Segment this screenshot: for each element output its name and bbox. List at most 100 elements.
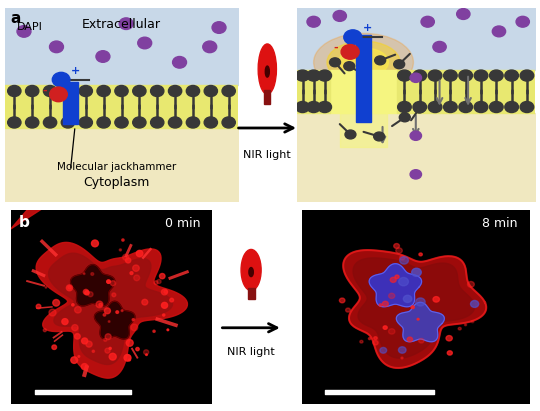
Circle shape — [61, 117, 75, 128]
Circle shape — [85, 291, 89, 295]
Circle shape — [122, 239, 124, 241]
Circle shape — [153, 330, 155, 332]
Circle shape — [43, 329, 46, 332]
Circle shape — [413, 70, 427, 81]
Circle shape — [136, 347, 139, 351]
Polygon shape — [36, 242, 187, 378]
Circle shape — [419, 253, 422, 256]
Text: DAPI: DAPI — [17, 22, 43, 32]
Circle shape — [203, 41, 217, 53]
Circle shape — [418, 338, 424, 343]
Circle shape — [186, 85, 200, 97]
Circle shape — [204, 85, 218, 97]
Bar — [247, 288, 255, 299]
Circle shape — [397, 70, 411, 81]
Text: +: + — [71, 66, 80, 76]
Circle shape — [83, 289, 89, 294]
Circle shape — [119, 18, 133, 30]
Circle shape — [516, 16, 529, 27]
Circle shape — [474, 70, 488, 81]
Circle shape — [146, 354, 147, 356]
Circle shape — [168, 117, 182, 128]
Ellipse shape — [314, 33, 414, 91]
Circle shape — [25, 85, 39, 97]
Circle shape — [109, 353, 116, 360]
Circle shape — [36, 304, 41, 309]
Circle shape — [43, 85, 57, 97]
Circle shape — [168, 85, 182, 97]
Circle shape — [329, 58, 341, 67]
Circle shape — [428, 70, 442, 81]
Circle shape — [99, 303, 102, 306]
Circle shape — [163, 314, 165, 316]
Circle shape — [490, 102, 503, 113]
Text: +: + — [363, 23, 372, 33]
Circle shape — [43, 117, 57, 128]
Circle shape — [142, 299, 148, 305]
Circle shape — [470, 300, 478, 307]
Circle shape — [138, 37, 152, 49]
Circle shape — [344, 62, 355, 71]
Circle shape — [161, 302, 167, 308]
Circle shape — [296, 70, 309, 81]
Circle shape — [307, 70, 320, 81]
Circle shape — [416, 298, 425, 306]
Circle shape — [78, 356, 80, 357]
Circle shape — [390, 277, 396, 282]
Circle shape — [520, 70, 534, 81]
Polygon shape — [396, 302, 444, 342]
Circle shape — [396, 248, 402, 254]
Circle shape — [96, 301, 103, 308]
Circle shape — [104, 308, 111, 314]
Circle shape — [400, 256, 404, 260]
Bar — [397, 70, 535, 113]
Bar — [5, 85, 238, 128]
Circle shape — [82, 364, 87, 370]
Circle shape — [91, 272, 94, 275]
Circle shape — [157, 279, 161, 284]
Circle shape — [433, 297, 440, 302]
Circle shape — [344, 30, 362, 44]
Circle shape — [25, 117, 39, 128]
Circle shape — [103, 314, 106, 316]
Text: NIR light: NIR light — [227, 347, 275, 357]
Circle shape — [52, 345, 57, 349]
Circle shape — [121, 310, 123, 312]
Circle shape — [72, 325, 78, 331]
Circle shape — [333, 11, 347, 21]
Circle shape — [52, 72, 70, 87]
Circle shape — [151, 85, 164, 97]
Circle shape — [410, 170, 422, 179]
Circle shape — [403, 295, 412, 302]
Text: Cytoplasm: Cytoplasm — [84, 175, 150, 189]
Circle shape — [459, 102, 472, 113]
Circle shape — [474, 102, 488, 113]
Circle shape — [49, 309, 56, 316]
Circle shape — [464, 324, 467, 326]
Circle shape — [394, 244, 400, 248]
Text: Extracellular: Extracellular — [82, 18, 161, 31]
Circle shape — [457, 9, 470, 19]
Circle shape — [443, 70, 457, 81]
Circle shape — [8, 117, 21, 128]
Circle shape — [360, 340, 363, 343]
Circle shape — [401, 357, 403, 359]
Polygon shape — [94, 301, 135, 339]
Circle shape — [407, 337, 413, 342]
Circle shape — [417, 319, 419, 320]
Circle shape — [133, 265, 139, 271]
Circle shape — [124, 355, 131, 361]
Circle shape — [123, 254, 129, 260]
Circle shape — [115, 117, 128, 128]
Circle shape — [133, 117, 146, 128]
Circle shape — [91, 240, 98, 247]
Circle shape — [399, 347, 406, 353]
Circle shape — [108, 321, 110, 322]
Circle shape — [92, 350, 94, 352]
Circle shape — [72, 304, 74, 306]
Circle shape — [413, 102, 427, 113]
Polygon shape — [71, 265, 115, 306]
Circle shape — [82, 338, 87, 344]
Bar — [356, 35, 371, 122]
Circle shape — [129, 359, 131, 361]
